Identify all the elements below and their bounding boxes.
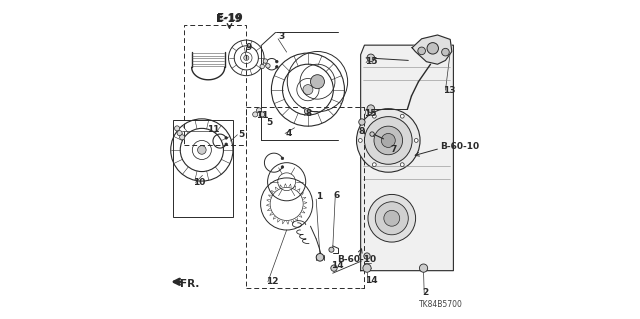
Circle shape	[401, 114, 404, 118]
Text: E-19: E-19	[217, 13, 243, 23]
Text: 9: 9	[245, 43, 252, 52]
Circle shape	[358, 138, 362, 142]
Circle shape	[310, 75, 324, 89]
Circle shape	[442, 48, 449, 56]
Circle shape	[281, 166, 284, 168]
Circle shape	[364, 253, 370, 259]
Circle shape	[225, 137, 227, 139]
Text: 10: 10	[193, 178, 205, 187]
Circle shape	[257, 108, 262, 113]
Bar	[246, 107, 364, 288]
Circle shape	[281, 157, 284, 160]
Text: 15: 15	[365, 57, 378, 66]
Circle shape	[372, 114, 376, 118]
Circle shape	[316, 254, 324, 261]
Text: FR.: FR.	[180, 279, 199, 289]
Circle shape	[305, 108, 310, 114]
Circle shape	[263, 59, 268, 63]
Text: 8: 8	[359, 127, 365, 136]
Circle shape	[375, 202, 408, 235]
Text: 3: 3	[278, 32, 284, 41]
Text: 1: 1	[316, 192, 323, 202]
Circle shape	[367, 54, 374, 62]
Circle shape	[368, 195, 415, 242]
Polygon shape	[412, 35, 452, 64]
Circle shape	[418, 47, 426, 55]
Circle shape	[370, 132, 374, 136]
Circle shape	[225, 143, 227, 145]
Circle shape	[276, 65, 278, 68]
Text: 13: 13	[444, 86, 456, 95]
Bar	[184, 25, 246, 145]
Circle shape	[364, 117, 412, 164]
Text: 15: 15	[364, 109, 377, 118]
Text: 6: 6	[333, 190, 340, 200]
Circle shape	[372, 163, 376, 167]
Circle shape	[384, 210, 400, 226]
Circle shape	[198, 146, 206, 154]
Circle shape	[266, 63, 270, 68]
Circle shape	[359, 119, 365, 125]
Text: B-60-10: B-60-10	[337, 255, 376, 264]
Circle shape	[401, 163, 404, 167]
Circle shape	[276, 60, 278, 63]
Circle shape	[381, 133, 396, 147]
Circle shape	[331, 265, 337, 271]
Bar	[173, 120, 233, 217]
Circle shape	[367, 105, 374, 113]
Circle shape	[427, 43, 438, 54]
Circle shape	[244, 55, 249, 60]
Circle shape	[253, 112, 258, 117]
Circle shape	[356, 109, 420, 172]
Circle shape	[177, 130, 182, 136]
Text: 11: 11	[257, 111, 269, 120]
Text: 5: 5	[266, 117, 272, 127]
Text: 14: 14	[365, 276, 378, 285]
Circle shape	[414, 138, 418, 142]
Text: 12: 12	[266, 277, 278, 286]
Text: 11: 11	[207, 125, 220, 135]
Circle shape	[303, 85, 313, 95]
Circle shape	[374, 126, 403, 155]
Text: 4: 4	[285, 129, 292, 138]
Text: E-19: E-19	[216, 14, 241, 24]
Circle shape	[363, 264, 371, 272]
Circle shape	[180, 135, 185, 140]
Circle shape	[175, 126, 180, 131]
Circle shape	[260, 64, 264, 69]
Text: 5: 5	[239, 130, 245, 138]
Polygon shape	[361, 45, 453, 271]
Text: 14: 14	[332, 261, 344, 271]
Text: 2: 2	[422, 288, 429, 297]
Circle shape	[419, 264, 428, 272]
Text: B-60-10: B-60-10	[440, 142, 479, 151]
Text: 7: 7	[390, 145, 397, 154]
Circle shape	[260, 112, 265, 117]
Text: 8: 8	[305, 109, 312, 118]
Text: TK84B5700: TK84B5700	[419, 300, 463, 308]
Circle shape	[329, 247, 334, 252]
